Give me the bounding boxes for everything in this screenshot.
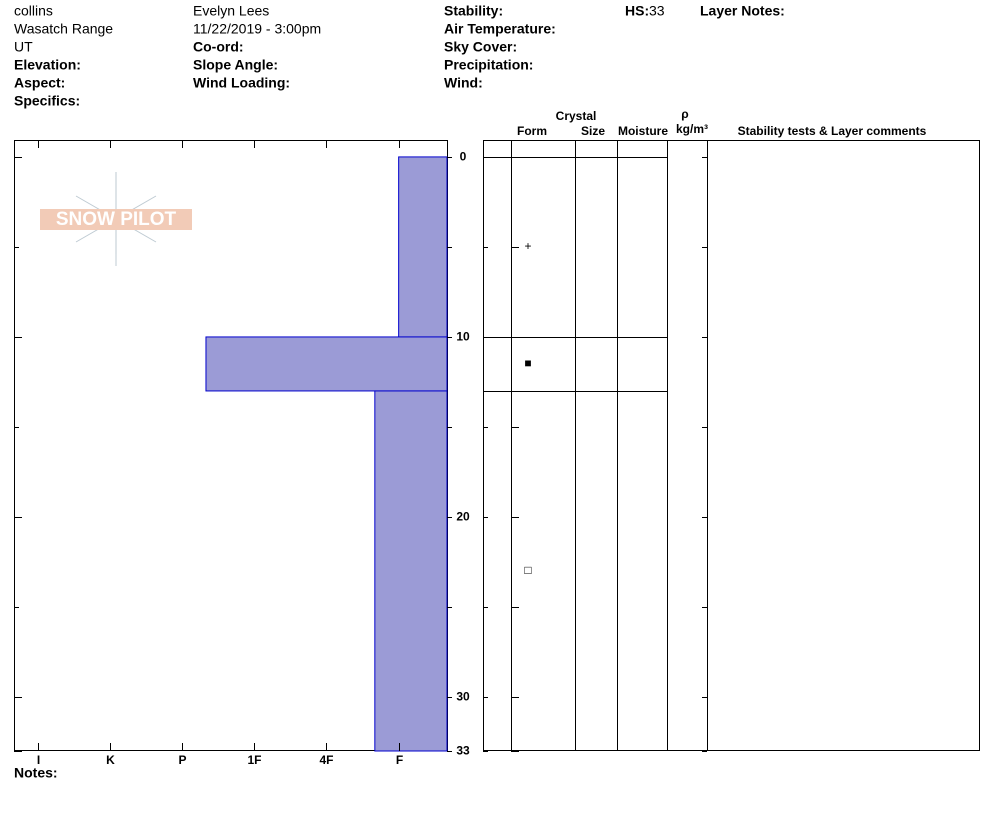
y-tick-label: 10 [456,330,470,344]
air-temperature: Air Temperature: [444,21,556,37]
grain-form: □ [524,563,531,577]
wind-loading: Wind Loading: [193,75,290,91]
logo-band [40,209,192,230]
elevation: Elevation: [14,57,81,73]
logo: SNOW PILOT [40,172,192,266]
precipitation: Precipitation: [444,57,533,73]
y-tick-label: 20 [456,510,470,524]
range: Wasatch Range [14,21,113,37]
form: Form [517,124,547,138]
grain-form: + [524,239,531,253]
hs: 33 [649,3,665,19]
grain-form: ■ [524,356,531,370]
specifics: Specifics: [14,93,80,109]
x-tick-label: P [178,753,186,767]
header: collins Wasatch Range UT Elevation: Aspe… [14,3,785,109]
wind: Wind: [444,75,483,91]
x-tick-label: I [37,753,40,767]
hardness-bar [205,336,448,392]
rho: ρ [681,107,688,121]
comments: Stability tests & Layer comments [738,124,927,138]
observer: collins [14,3,53,19]
crystal: Crystal [556,109,597,123]
x-tick-label: F [396,753,403,767]
coord: Co-ord: [193,39,244,55]
x-tick-label: 1F [247,753,261,767]
hardness-bar [398,156,448,338]
logo-text: SNOW PILOT [56,209,177,230]
name: Evelyn Lees [193,3,269,19]
size: Size [581,124,605,138]
layer-notes: Layer Notes: [700,3,785,19]
slope-angle: Slope Angle: [193,57,278,73]
y-tick-label: 0 [460,150,467,164]
state: UT [14,39,33,55]
stability: Stability: [444,3,503,19]
hardness-bar [374,390,448,752]
table-frame [483,140,980,751]
density-unit: kg/m³ [676,122,708,136]
y-tick-label: 30 [456,690,470,704]
hs-label: HS: [625,3,649,19]
datetime: 11/22/2019 - 3:00pm [193,21,321,37]
aspect: Aspect: [14,75,65,91]
sky-cover: Sky Cover: [444,39,517,55]
table-headers: Crystal Form Size Moisture ρ kg/m³ Stabi… [517,107,927,138]
notes: Notes: [14,765,58,781]
x-tick-label: K [106,753,115,767]
moisture: Moisture [618,124,668,138]
y-tick-label: 33 [456,744,470,758]
x-tick-label: 4F [319,753,333,767]
